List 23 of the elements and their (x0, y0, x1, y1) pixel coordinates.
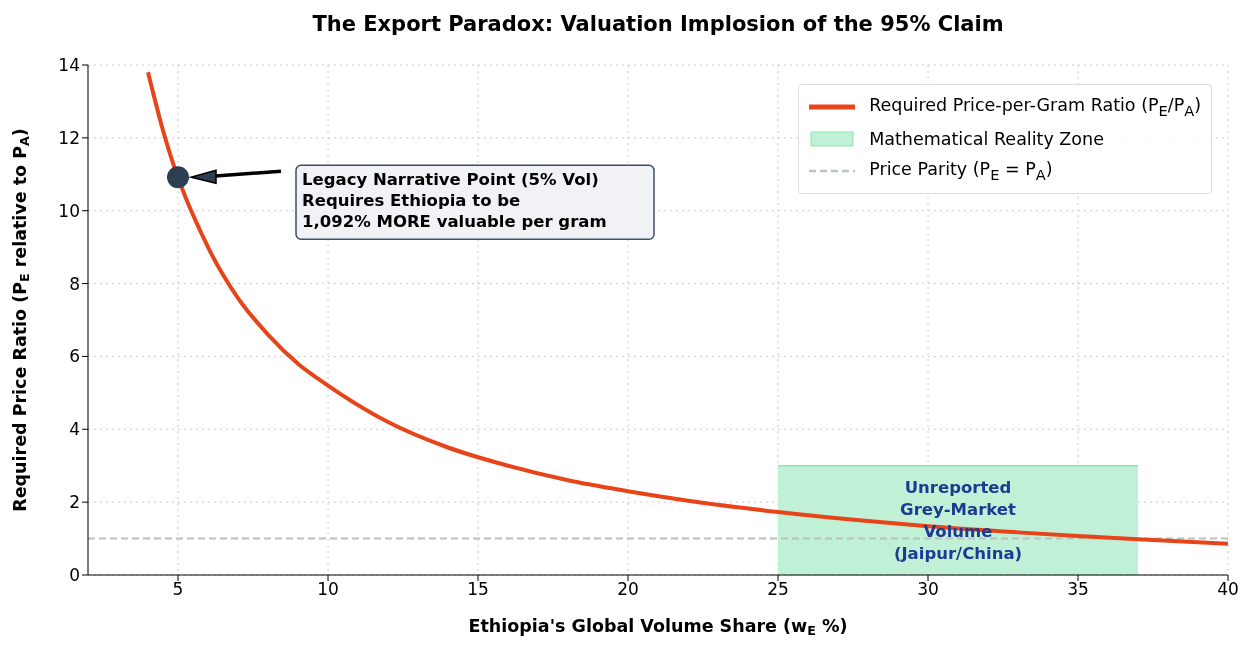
x-tick-label: 15 (467, 579, 489, 600)
y-tick-label: 10 (58, 200, 80, 221)
legend-label: Mathematical Reality Zone (869, 129, 1104, 149)
y-tick-label: 12 (58, 127, 80, 148)
legend-label: Required Price-per-Gram Ratio (P$_{E}$/P$_{A}$) (869, 95, 1201, 119)
x-tick-label: 10 (317, 579, 339, 600)
y-tick-label: 0 (69, 565, 80, 586)
chart-title: The Export Paradox: Valuation Implosion of the 95% Claim (311, 12, 1005, 36)
annotation: Legacy Narrative Point (5% Vol) Requires Ethiopia to be 1,092% MORE valuable per gram (302, 170, 607, 232)
x-tick-label: 5 (172, 579, 184, 600)
x-axis-title: Ethiopia's Global Volume Share (w$_{E}$ %) (468, 616, 848, 639)
y-tick-label: 14 (58, 55, 80, 76)
y-tick-label: 4 (69, 419, 80, 440)
x-tick-label: 30 (917, 579, 939, 600)
y-tick-label: 8 (69, 273, 80, 294)
x-tick-label: 35 (1067, 579, 1089, 600)
x-tick-label: 25 (767, 579, 789, 600)
x-tick-label: 40 (1217, 579, 1239, 600)
legend-label: Price Parity (P$_{E}$ = P$_{A}$) (869, 159, 1053, 183)
y-tick-label: 2 (69, 492, 80, 513)
line-series (146, 70, 1228, 546)
y-tick-label: 6 (69, 346, 80, 367)
x-tick-label: 20 (617, 579, 639, 600)
